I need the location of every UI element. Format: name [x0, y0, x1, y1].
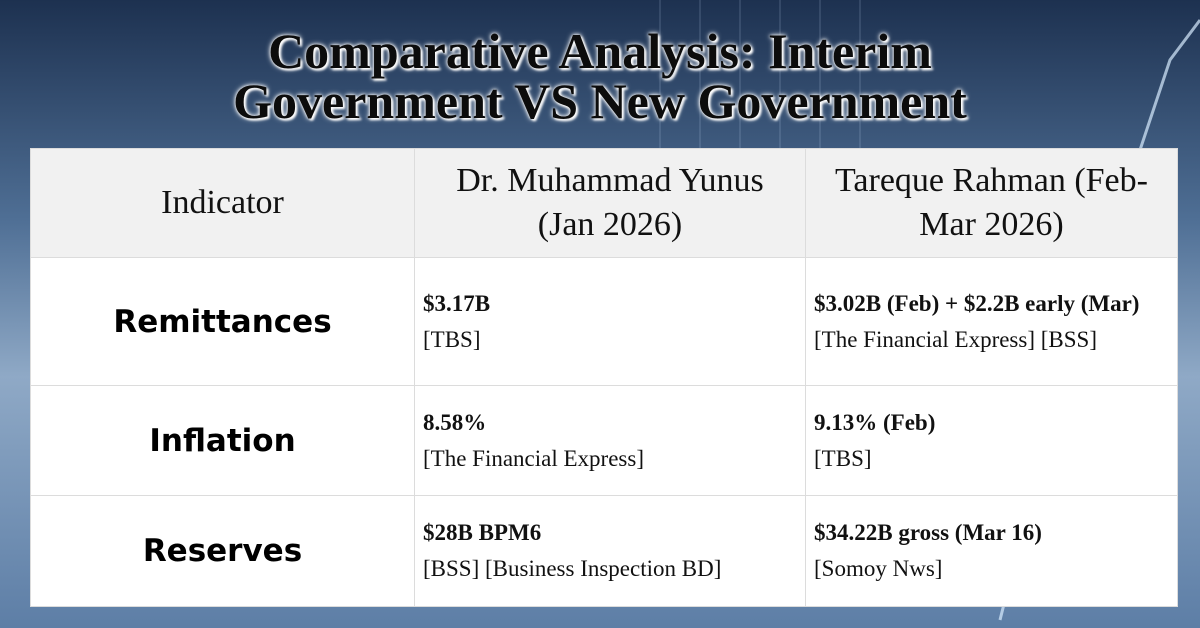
- value: $3.17B: [423, 290, 491, 316]
- row: Remittances $3.17B [TBS] $3.02B (Feb) + $…: [30, 257, 1178, 386]
- value: 9.13% (Feb): [814, 409, 936, 435]
- header-cell: Tareque Rahman (Feb-Mar 2026): [805, 148, 1178, 258]
- indicator: Reserves: [30, 495, 415, 607]
- source: [The Financial Express] [BSS]: [814, 326, 1097, 352]
- indicator: Remittances: [30, 257, 415, 386]
- title: Comparative Analysis: Interim Government…: [0, 26, 1200, 126]
- value: $28B BPM6: [423, 520, 542, 545]
- comparison-table: Indicator Dr. Muhammad Yunus (Jan 2026) …: [30, 148, 1178, 607]
- title-line: Government VS New Government: [233, 73, 967, 129]
- cell: $3.17B [TBS]: [413, 257, 807, 386]
- source: [The Financial Express]: [423, 445, 644, 471]
- source: [TBS]: [423, 326, 481, 352]
- header-row: Indicator Dr. Muhammad Yunus (Jan 2026) …: [30, 148, 1178, 258]
- value: 8.58%: [423, 409, 487, 435]
- header-cell: Indicator: [30, 148, 415, 258]
- cell: $28B BPM6 [BSS] [Business Inspection BD]: [413, 495, 807, 607]
- source: [TBS]: [814, 445, 872, 471]
- indicator: Inflation: [30, 385, 415, 496]
- title-line: Comparative Analysis: Interim: [268, 23, 932, 79]
- row: Inflation 8.58% [The Financial Express] 9…: [30, 385, 1178, 496]
- cell: 9.13% (Feb) [TBS]: [805, 385, 1178, 496]
- source: [Somoy Nws]: [814, 556, 943, 581]
- row: Reserves $28B BPM6 [BSS] [Business Inspec…: [30, 495, 1178, 607]
- cell: $34.22B gross (Mar 16) [Somoy Nws]: [805, 495, 1178, 607]
- value: $34.22B gross (Mar 16): [814, 520, 1042, 545]
- value: $3.02B (Feb) + $2.2B early (Mar): [814, 290, 1140, 316]
- cell: $3.02B (Feb) + $2.2B early (Mar) [The Fin…: [805, 257, 1178, 386]
- cell: 8.58% [The Financial Express]: [413, 385, 807, 496]
- source: [BSS] [Business Inspection BD]: [423, 556, 722, 581]
- header-cell: Dr. Muhammad Yunus (Jan 2026): [413, 148, 807, 258]
